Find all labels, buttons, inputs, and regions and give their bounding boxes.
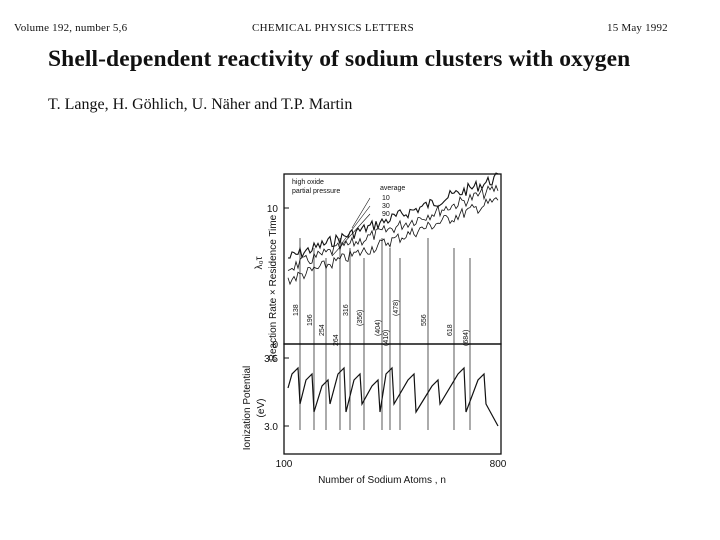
legend-value-90: 90 <box>382 211 390 218</box>
shell-label: 264 <box>333 334 340 346</box>
upper-tick-label-0: 0 <box>272 340 278 351</box>
legend-high-oxide: high oxide <box>292 179 324 186</box>
journal-volume: Volume 192, number 5,6 <box>14 22 128 34</box>
ionization-potential-curve <box>287 366 499 427</box>
shell-label: 138 <box>293 304 300 316</box>
journal-name: CHEMICAL PHYSICS LETTERS <box>252 22 415 34</box>
upper-ylabel: Reaction Rate × Residence Time <box>268 214 279 361</box>
shell-label: 618 <box>447 324 454 336</box>
shell-label: 196 <box>307 314 314 326</box>
legend-value-30: 30 <box>382 203 390 210</box>
upper-tick-label-10: 10 <box>267 204 279 215</box>
journal-date: 15 May 1992 <box>607 22 668 34</box>
lower-tick-label-30: 3.0 <box>264 422 278 433</box>
reaction-rate-curves <box>287 172 499 286</box>
paper-title: Shell-dependent reactivity of sodium clu… <box>48 46 631 72</box>
shell-label: 254 <box>319 324 326 336</box>
xtick-label-800: 800 <box>490 459 507 470</box>
shell-label: (410) <box>383 330 390 346</box>
xlabel: Number of Sodium Atoms , n <box>318 475 446 486</box>
upper-ylabel-symbol: λ₀τ <box>254 256 265 269</box>
lower-ylabel: Ionization Potential <box>242 366 253 451</box>
legend-value-10: 10 <box>382 195 390 202</box>
reaction-rate-trace-3 <box>287 197 499 286</box>
reaction-rate-trace-1 <box>287 172 499 259</box>
shell-label: (684) <box>463 330 470 346</box>
shell-label: (404) <box>375 320 382 336</box>
shell-label: (356) <box>357 310 364 326</box>
paper-authors: T. Lange, H. Göhlich, U. Näher and T.P. … <box>48 96 353 113</box>
xtick-label-100: 100 <box>276 459 293 470</box>
shell-label: 556 <box>421 314 428 326</box>
figure-reactivity-ionization: 10 0 3.5 3.0 Reaction Rate × Residence T… <box>242 172 507 486</box>
lower-ylabel-unit: (eV) <box>256 399 267 418</box>
shell-label: 316 <box>343 304 350 316</box>
legend-pointer-30 <box>341 205 371 244</box>
legend-pointer-10 <box>351 197 371 229</box>
shell-label: (478) <box>393 300 400 316</box>
legend-pointer-90 <box>331 213 371 257</box>
reaction-rate-trace-2 <box>287 184 499 271</box>
lower-tick-label-35: 3.5 <box>264 354 278 365</box>
legend-average: average <box>380 185 405 192</box>
lower-panel-frame <box>283 343 502 455</box>
legend-partial-pressure: partial pressure <box>292 188 340 195</box>
